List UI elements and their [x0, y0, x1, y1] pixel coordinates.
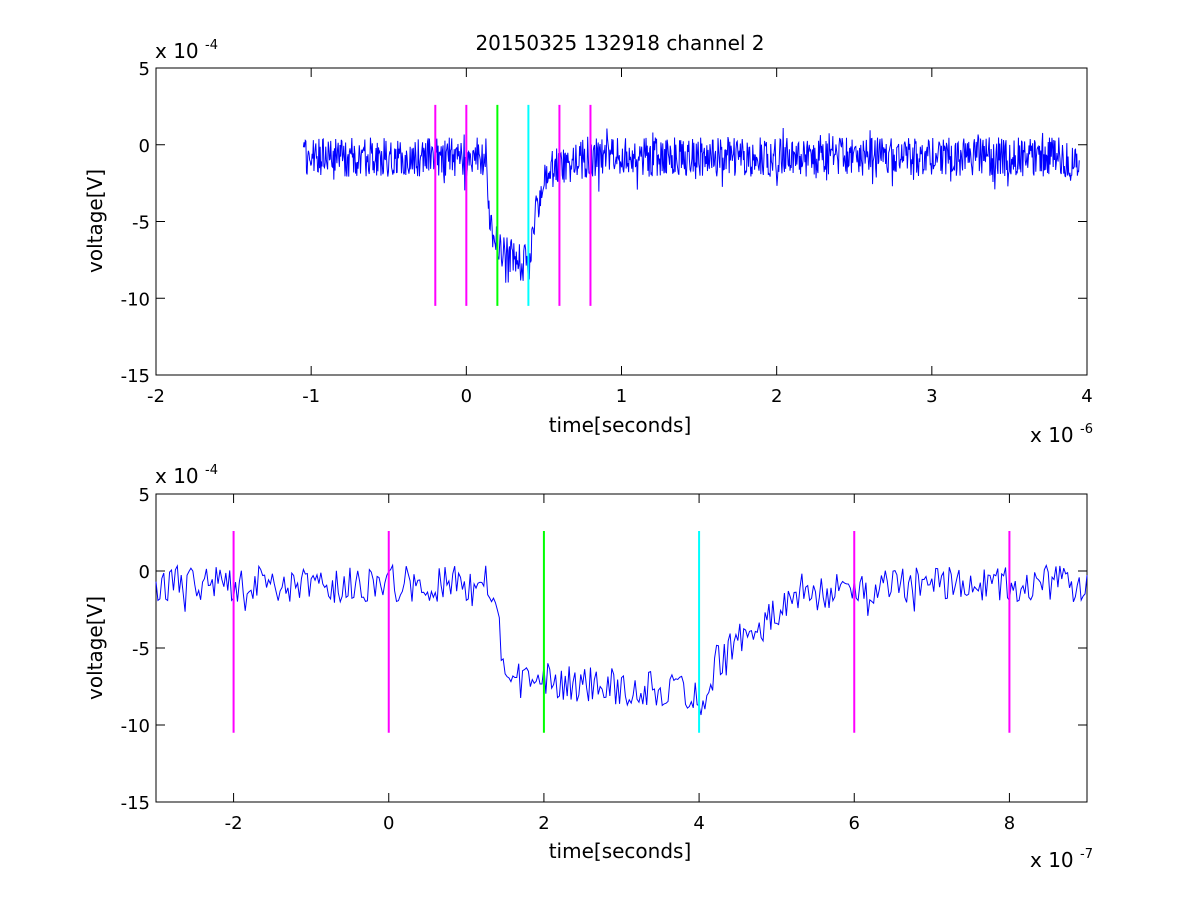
y-exponent-base-top: x 10 [155, 39, 199, 63]
plot-bottom: x 10 -4 x 10 -7 time[seconds] voltage[V]… [83, 463, 1093, 872]
x-axis-label-bottom: time[seconds] [549, 839, 692, 863]
x-tick-label: 2 [538, 813, 549, 834]
x-tick-label: 4 [1081, 386, 1092, 407]
x-exponent-label-top: x 10 -6 [1030, 422, 1093, 447]
y-exponent-power-bottom: -4 [205, 463, 218, 478]
y-axis-label-bottom: voltage[V] [83, 596, 107, 700]
x-tick-label: 8 [1004, 813, 1015, 834]
x-tick-label: 3 [926, 386, 937, 407]
y-exponent-power-top: -4 [205, 38, 218, 53]
x-exponent-base-bottom: x 10 [1030, 848, 1074, 872]
y-exponent-label-bottom: x 10 -4 [155, 463, 218, 488]
x-exponent-base-top: x 10 [1030, 423, 1074, 447]
y-exponent-base-bottom: x 10 [155, 464, 199, 488]
x-tick-label: 0 [461, 386, 472, 407]
y-tick-label: -5 [132, 639, 150, 660]
x-tick-label: -2 [147, 386, 165, 407]
y-tick-label: 5 [139, 59, 150, 80]
x-tick-label: 1 [616, 386, 627, 407]
y-tick-label: 5 [139, 485, 150, 506]
x-tick-label: 0 [383, 813, 394, 834]
x-tick-label: -1 [302, 386, 320, 407]
plot-top: x 10 -4 x 10 -6 time[seconds] voltage[V]… [83, 38, 1093, 447]
figure-title: 20150325 132918 channel 2 [475, 31, 764, 55]
y-tick-label: -10 [121, 289, 150, 310]
x-axis-label-top: time[seconds] [549, 413, 692, 437]
x-tick-label: 2 [771, 386, 782, 407]
y-tick-label: 0 [139, 136, 150, 157]
x-tick-label: -2 [225, 813, 243, 834]
y-axis-label-top: voltage[V] [83, 169, 107, 273]
x-exponent-power-bottom: -7 [1080, 847, 1093, 862]
y-tick-label: 0 [139, 562, 150, 583]
signal-trace-top [302, 127, 1080, 283]
x-tick-label: 6 [849, 813, 860, 834]
y-exponent-label-top: x 10 -4 [155, 38, 218, 63]
x-tick-label: 4 [693, 813, 704, 834]
x-exponent-label-bottom: x 10 -7 [1030, 847, 1093, 872]
y-tick-label: -15 [121, 366, 150, 387]
y-tick-label: -15 [121, 793, 150, 814]
x-exponent-power-top: -6 [1080, 422, 1093, 437]
y-tick-label: -5 [132, 213, 150, 234]
signal-trace-bottom [155, 563, 1088, 716]
y-tick-label: -10 [121, 716, 150, 737]
